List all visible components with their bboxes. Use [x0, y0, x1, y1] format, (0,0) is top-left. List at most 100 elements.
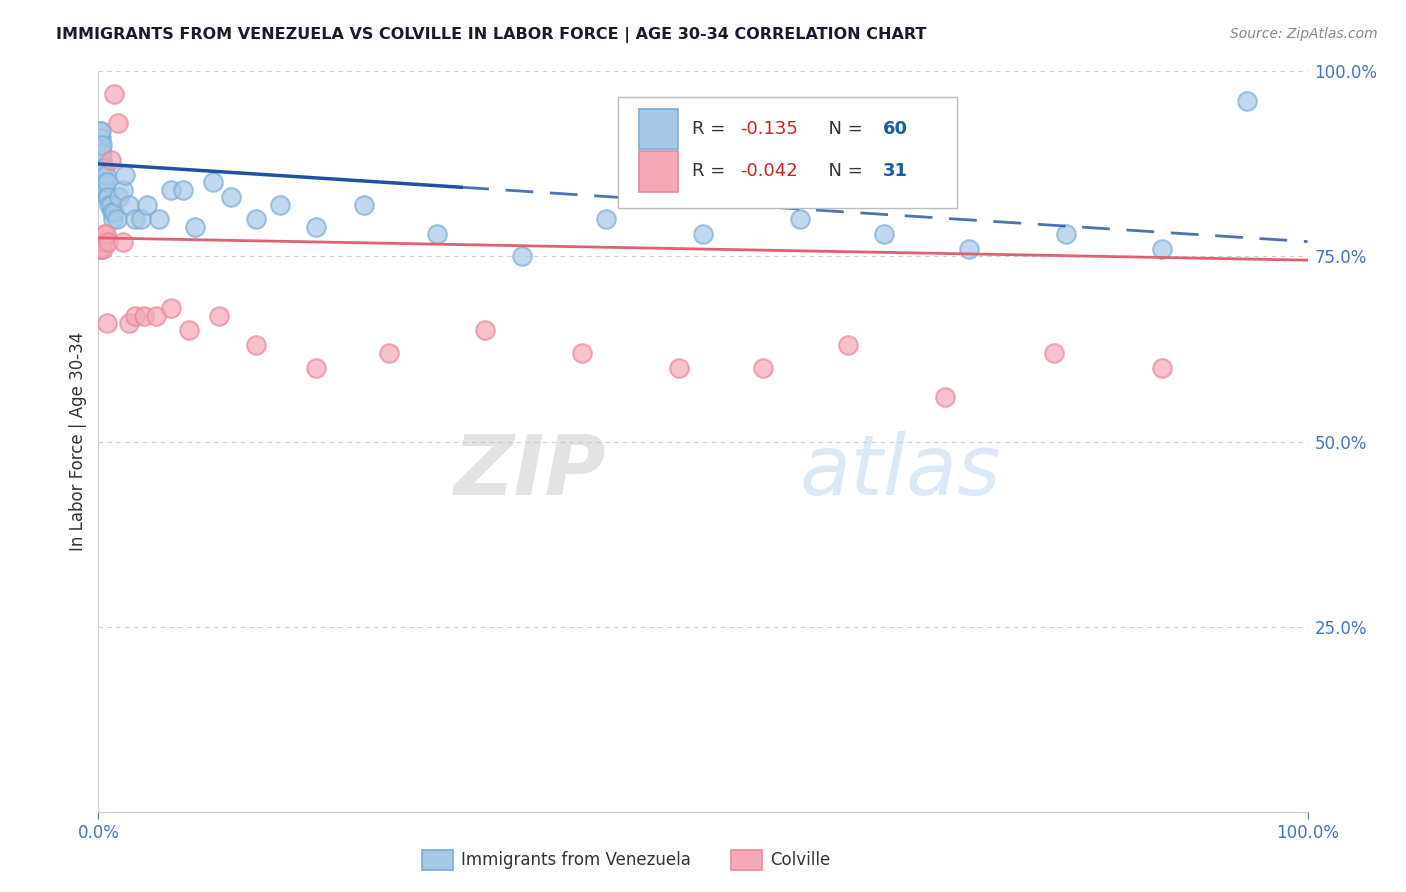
Point — [89, 123, 111, 137]
Point — [934, 390, 956, 404]
Point — [752, 360, 775, 375]
Point — [1152, 242, 1174, 256]
Point — [202, 175, 225, 190]
Point — [93, 175, 115, 190]
Point — [118, 316, 141, 330]
Text: IMMIGRANTS FROM VENEZUELA VS COLVILLE IN LABOR FORCE | AGE 30-34 CORRELATION CHA: IMMIGRANTS FROM VENEZUELA VS COLVILLE IN… — [56, 27, 927, 43]
Bar — [638, 151, 678, 192]
Point — [474, 324, 496, 338]
Point — [111, 183, 134, 197]
Point — [90, 161, 112, 175]
Point — [1042, 345, 1064, 359]
Point — [91, 235, 114, 249]
Text: 60: 60 — [883, 120, 908, 138]
Point — [91, 242, 114, 256]
Point — [129, 212, 152, 227]
Point — [94, 183, 117, 197]
Point — [124, 212, 146, 227]
Text: N =: N = — [817, 162, 868, 180]
Text: 31: 31 — [883, 162, 908, 180]
Point — [160, 183, 183, 197]
Text: -0.042: -0.042 — [741, 162, 799, 180]
Point — [510, 250, 533, 264]
Point — [91, 235, 114, 249]
Point — [571, 345, 593, 359]
Point — [98, 197, 121, 211]
Point — [89, 242, 111, 256]
Point — [789, 212, 811, 227]
Point — [89, 131, 111, 145]
Bar — [638, 109, 678, 150]
Point — [97, 190, 120, 204]
Point — [94, 227, 117, 242]
Text: ZIP: ZIP — [454, 431, 606, 512]
Point — [118, 197, 141, 211]
Text: R =: R = — [692, 162, 731, 180]
Text: N =: N = — [817, 120, 868, 138]
Point — [91, 153, 114, 168]
Point — [89, 138, 111, 153]
Point — [91, 175, 114, 190]
Point — [97, 235, 120, 249]
Text: Immigrants from Venezuela: Immigrants from Venezuela — [461, 851, 690, 869]
Point — [93, 161, 115, 175]
Point — [595, 212, 617, 227]
Point — [103, 205, 125, 219]
FancyBboxPatch shape — [619, 97, 957, 209]
Point — [89, 153, 111, 168]
Point — [837, 338, 859, 352]
Point — [353, 197, 375, 211]
Point — [96, 190, 118, 204]
Point — [179, 324, 201, 338]
Point — [148, 212, 170, 227]
Y-axis label: In Labor Force | Age 30-34: In Labor Force | Age 30-34 — [69, 332, 87, 551]
Point — [305, 360, 328, 375]
Point — [91, 168, 114, 182]
Point — [184, 219, 207, 234]
Point — [100, 205, 122, 219]
Point — [124, 309, 146, 323]
Point — [145, 309, 167, 323]
Point — [91, 161, 114, 175]
Point — [269, 197, 291, 211]
Point — [90, 153, 112, 168]
Text: Source: ZipAtlas.com: Source: ZipAtlas.com — [1230, 27, 1378, 41]
Point — [103, 87, 125, 101]
Point — [426, 227, 449, 242]
Point — [91, 145, 114, 160]
Text: R =: R = — [692, 120, 731, 138]
Point — [93, 227, 115, 242]
Point — [957, 242, 980, 256]
Point — [90, 145, 112, 160]
Point — [135, 197, 157, 211]
Text: Colville: Colville — [770, 851, 831, 869]
Point — [668, 360, 690, 375]
Point — [91, 138, 114, 153]
Point — [105, 212, 128, 227]
Point — [305, 219, 328, 234]
Point — [91, 168, 114, 182]
Point — [245, 338, 267, 352]
Point — [114, 168, 136, 182]
Point — [221, 190, 243, 204]
Point — [107, 116, 129, 130]
Point — [1054, 227, 1077, 242]
Text: -0.135: -0.135 — [741, 120, 799, 138]
Point — [94, 168, 117, 182]
Point — [111, 235, 134, 249]
Point — [90, 242, 112, 256]
Point — [100, 197, 122, 211]
Point — [90, 138, 112, 153]
Point — [1236, 94, 1258, 108]
Point — [93, 183, 115, 197]
Point — [96, 175, 118, 190]
Point — [1152, 360, 1174, 375]
Point — [90, 123, 112, 137]
Point — [100, 153, 122, 168]
Point — [692, 227, 714, 242]
Point — [96, 316, 118, 330]
Text: atlas: atlas — [800, 431, 1001, 512]
Point — [90, 131, 112, 145]
Point — [873, 227, 896, 242]
Point — [91, 161, 114, 175]
